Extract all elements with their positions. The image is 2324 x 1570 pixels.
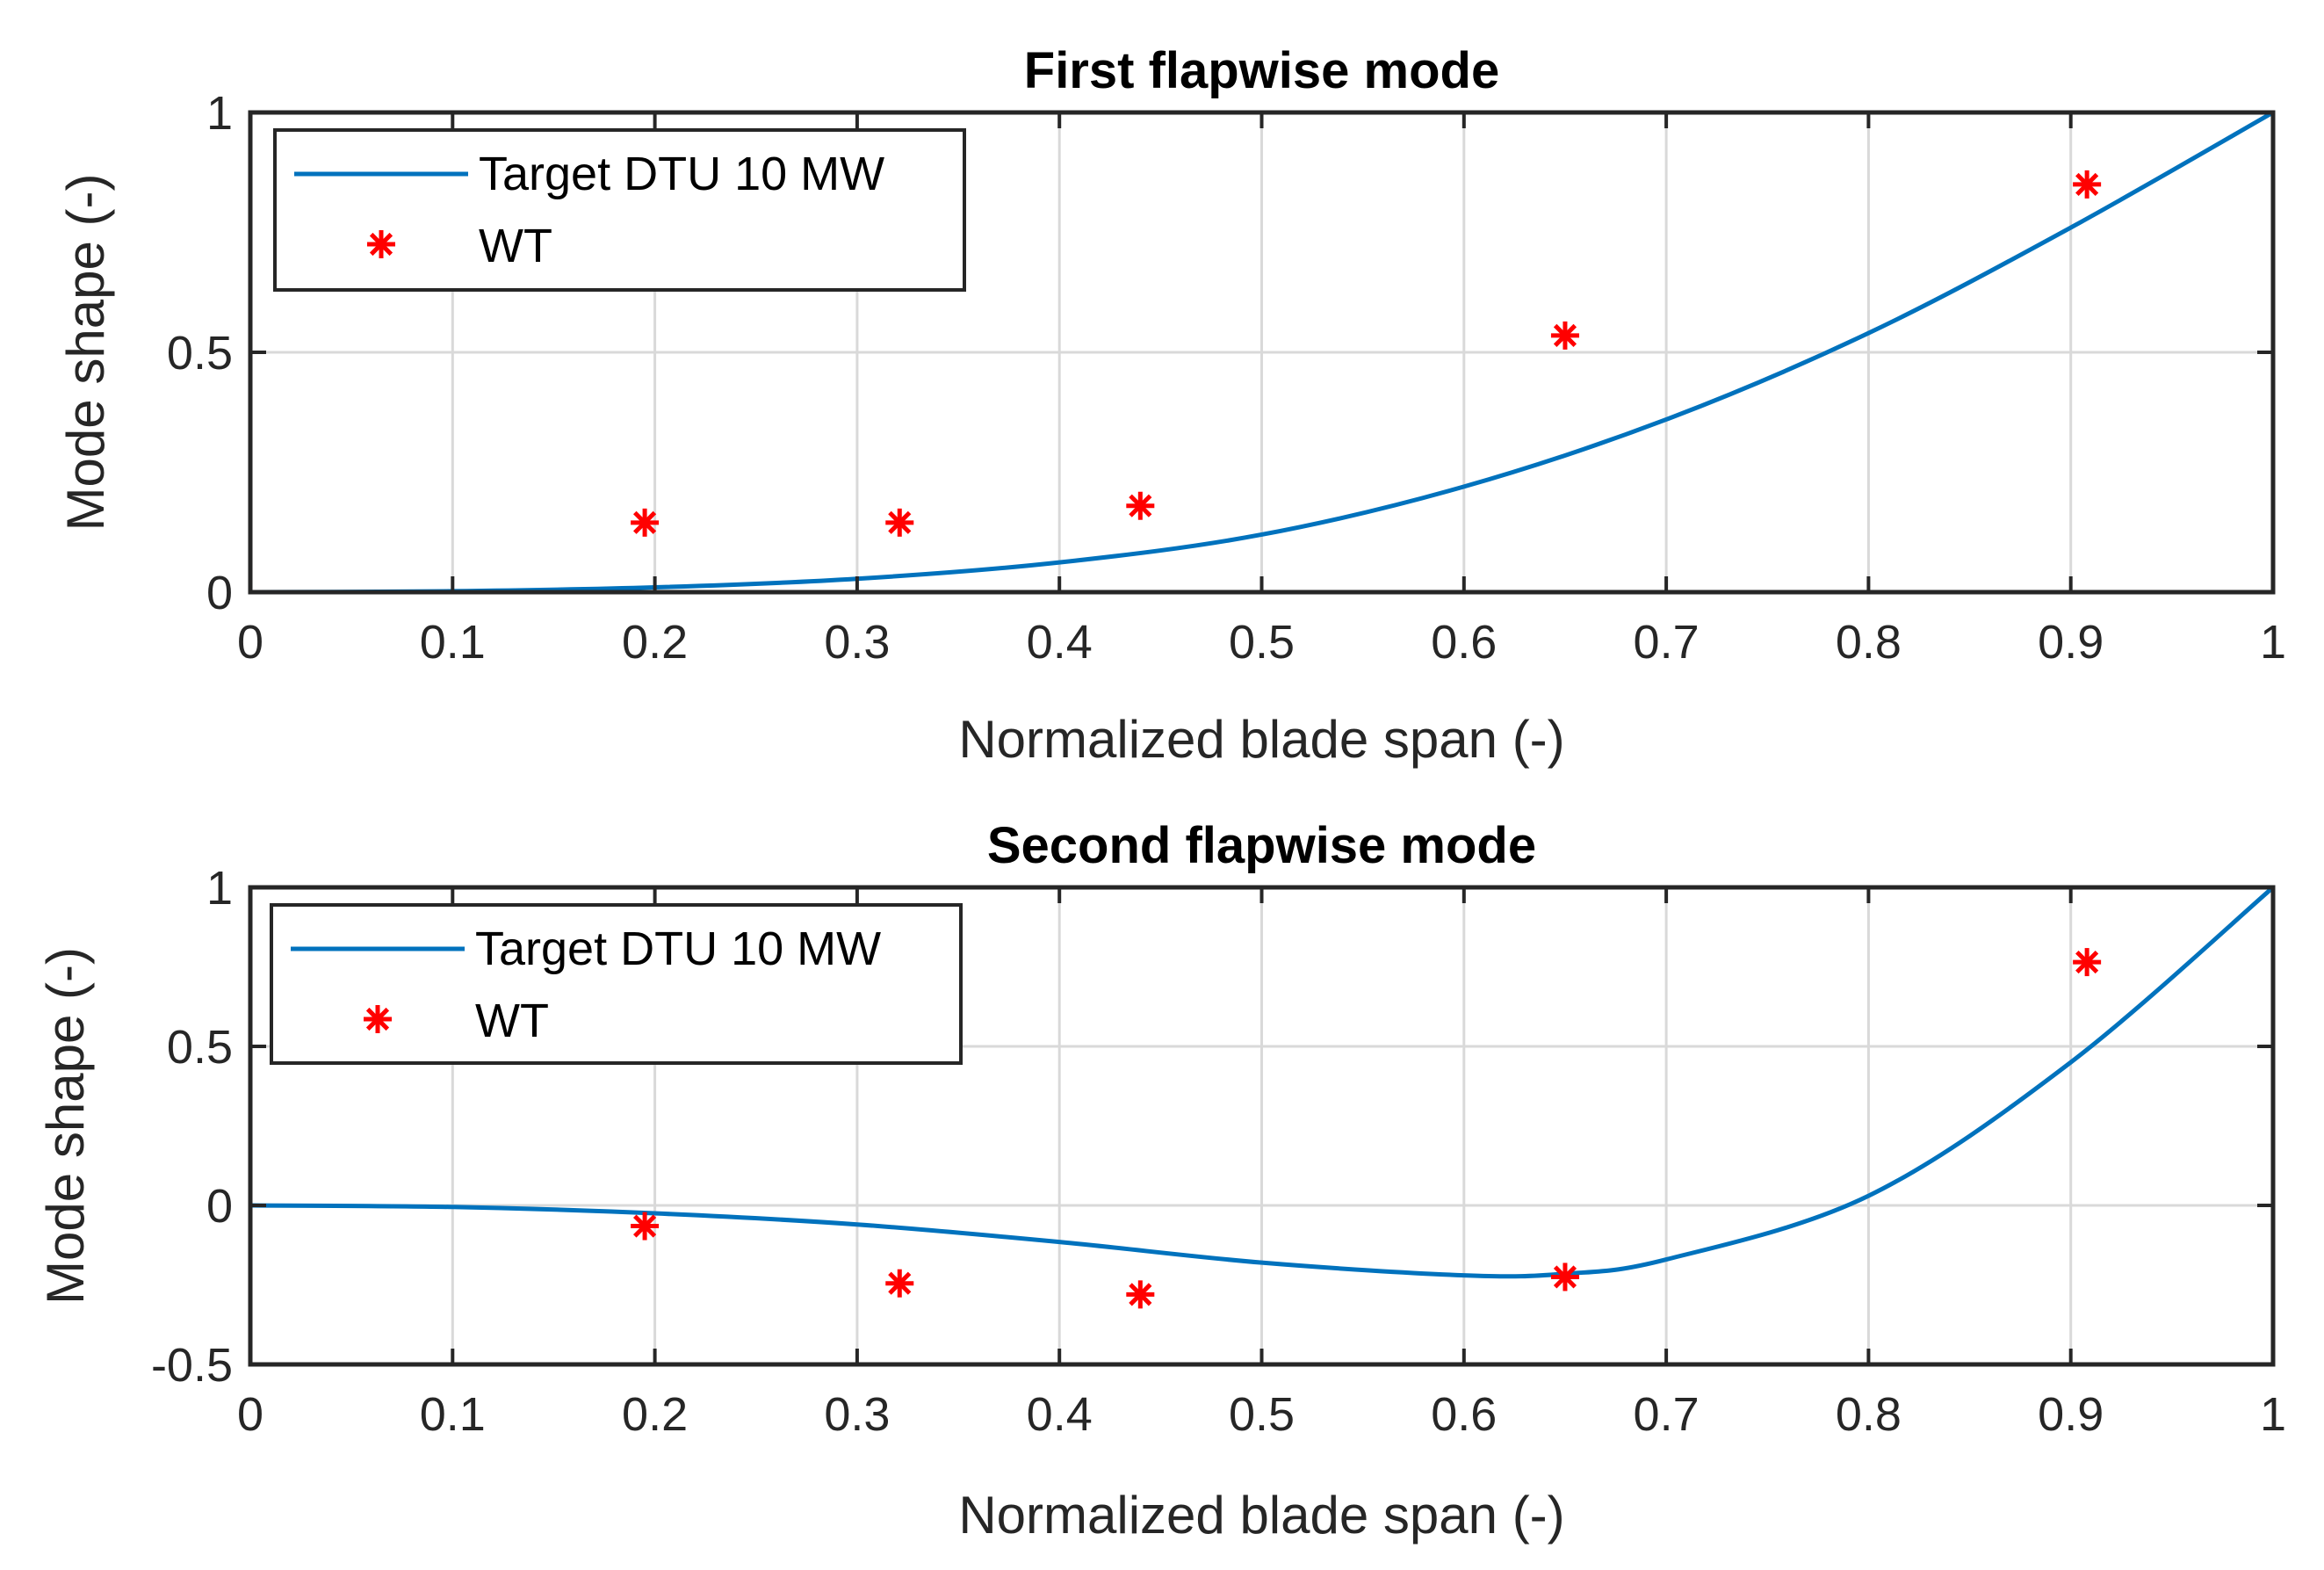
y-tick-label: 0.5 <box>167 1021 233 1074</box>
x-tick-label: 0.8 <box>1836 616 1902 669</box>
x-tick-label: 1 <box>2260 616 2286 669</box>
x-tick-label: 0.6 <box>1431 616 1497 669</box>
wt-marker <box>631 1212 660 1241</box>
series-line-target-dtu-10mw <box>249 886 2275 1279</box>
y-tick-label: -0.5 <box>151 1339 233 1392</box>
subplot-2: 0 0.1 0.2 0.3 0.4 0.5 0.6 0.7 0.8 0.9 1-0.500.51Se… <box>36 817 2286 1545</box>
series-markers-wt <box>631 948 2102 1309</box>
legend: Target DTU 10 MW WT <box>270 903 963 1065</box>
x-tick-label: 0.4 <box>1027 616 1093 669</box>
legend-marker-swatch <box>364 1005 392 1033</box>
x-tick-label: 0.5 <box>1229 616 1295 669</box>
chart-title: First flapwise mode <box>1024 42 1499 99</box>
x-tick-label: 0 <box>237 616 263 669</box>
x-axis-label: Normalized blade span (-) <box>958 710 1564 769</box>
legend-box <box>270 903 963 1065</box>
x-tick-label: 0.7 <box>1634 1388 1700 1441</box>
series-line-target-dtu-10mw <box>249 110 2275 595</box>
x-axis-label: Normalized blade span (-) <box>958 1486 1564 1545</box>
y-tick-label: 0 <box>206 1180 233 1233</box>
x-tick-label: 0.5 <box>1229 1388 1295 1441</box>
x-tick-label: 0.4 <box>1027 1388 1093 1441</box>
y-axis-label: Mode shape (-) <box>36 947 95 1305</box>
wt-marker <box>1550 1263 1579 1291</box>
y-tick-label: 1 <box>206 862 233 915</box>
x-tick-label: 0.9 <box>2038 616 2104 669</box>
chart-title: Second flapwise mode <box>987 817 1536 874</box>
legend-label-target: Target DTU 10 MW <box>475 922 881 975</box>
legend-box <box>273 128 966 292</box>
legend-marker-swatch <box>367 230 395 258</box>
y-tick-label: 1 <box>206 87 233 140</box>
y-axis-label: Mode shape (-) <box>56 174 115 532</box>
wt-marker <box>631 508 660 537</box>
x-tick-label: 0.1 <box>420 616 486 669</box>
x-tick-label: 1 <box>2260 1388 2286 1441</box>
series-markers-wt <box>631 170 2102 537</box>
legend: Target DTU 10 MW WT <box>273 128 966 292</box>
x-tick-label: 0.3 <box>824 616 890 669</box>
subplot-1: 0 0.1 0.2 0.3 0.4 0.5 0.6 0.7 0.8 0.9 1 0 0.5 1 First … <box>56 42 2286 769</box>
wt-marker <box>1126 1280 1155 1309</box>
x-tick-label: 0.8 <box>1836 1388 1902 1441</box>
x-tick-label: 0.3 <box>824 1388 890 1441</box>
wt-marker <box>2073 170 2102 199</box>
legend-label-target: Target DTU 10 MW <box>479 148 884 200</box>
wt-marker <box>2073 948 2102 977</box>
x-tick-label: 0.6 <box>1431 1388 1497 1441</box>
x-tick-label: 0 <box>237 1388 263 1441</box>
x-tick-label: 0.2 <box>622 616 688 669</box>
wt-marker <box>1126 491 1155 520</box>
x-tick-label: 0.7 <box>1634 616 1700 669</box>
y-tick-label: 0.5 <box>167 327 233 380</box>
x-tick-label: 0.2 <box>622 1388 688 1441</box>
legend-label-wt: WT <box>479 220 552 272</box>
legend-label-wt: WT <box>475 995 549 1047</box>
wt-marker <box>885 1269 914 1298</box>
x-tick-label: 0.1 <box>420 1388 486 1441</box>
x-tick-label: 0.9 <box>2038 1388 2104 1441</box>
wt-marker <box>1550 321 1579 350</box>
wt-marker <box>885 508 914 537</box>
y-tick-label: 0 <box>206 567 233 619</box>
